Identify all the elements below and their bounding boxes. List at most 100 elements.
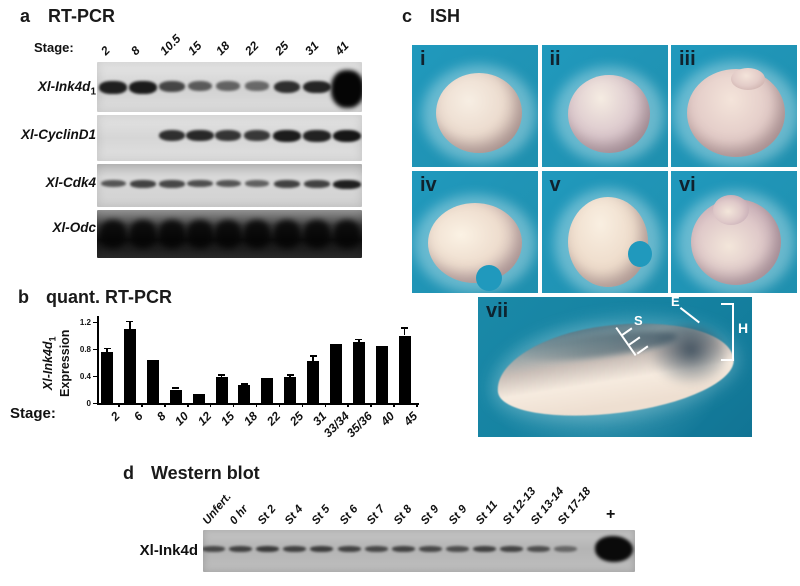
- error-bar-cap: [401, 327, 409, 329]
- head-bracket: [721, 303, 734, 361]
- gel-blot-row: [97, 210, 362, 258]
- gel-band: [273, 130, 301, 142]
- gel-stage-label: 18: [213, 38, 233, 58]
- gel-band: [129, 81, 157, 94]
- x-axis-tick: [370, 403, 372, 407]
- gel-row-label: Xl-Cdk4: [0, 175, 96, 190]
- panel-c-title: ISH: [430, 6, 461, 26]
- y-axis-tick-label: 0.8: [79, 345, 91, 354]
- western-band: [203, 546, 225, 552]
- western-lane-label: St 9: [419, 503, 442, 527]
- gel-band: [243, 130, 271, 141]
- gel-band: [333, 130, 361, 142]
- panel-c-header: c ISH: [402, 6, 460, 27]
- tile-label-iii: iii: [679, 48, 696, 70]
- panel-a-title: RT-PCR: [48, 6, 115, 26]
- embryo-bump: [731, 68, 765, 91]
- gel-band: [187, 180, 213, 188]
- y-axis-tick-label: 1.2: [79, 318, 91, 327]
- error-bar-cap: [126, 320, 134, 323]
- gel-smear-lane: [187, 220, 213, 248]
- y-label-gene: Xl-Ink4d: [40, 341, 55, 391]
- ish-embryo-image-vii: vii S E H: [478, 297, 752, 437]
- embryo-notch: [476, 264, 502, 291]
- bar: [284, 377, 297, 403]
- gel-stage-label: 15: [185, 38, 205, 58]
- y-axis-tick-label: 0.4: [79, 372, 91, 381]
- x-axis-tick: [164, 403, 166, 407]
- ish-embryo-image-ii: ii: [541, 45, 668, 167]
- error-bar-line: [312, 355, 314, 362]
- western-band: [310, 546, 334, 552]
- stage-tick-label: 2: [108, 409, 123, 424]
- gel-band: [215, 81, 241, 91]
- panel-a-stage-label: Stage:: [34, 40, 74, 55]
- gel-row-label: Xl-Ink4d1: [0, 79, 96, 98]
- ish-embryo-image-iv: iv: [412, 170, 538, 293]
- head-label: H: [738, 320, 749, 336]
- western-lane-label: St 4: [282, 503, 306, 527]
- x-axis-tick: [324, 403, 326, 407]
- western-lane-label: St 6: [337, 503, 361, 527]
- y-axis-tick: [93, 403, 97, 405]
- gel-band: [159, 81, 185, 93]
- gel-row-label: Xl-CyclinD1: [0, 127, 96, 142]
- gel-smear-lane: [244, 220, 270, 248]
- western-band: [418, 546, 442, 552]
- tile-label-ii: ii: [549, 48, 561, 70]
- panel-d-title: Western blot: [151, 463, 260, 483]
- gel-row-gene-name: Xl-Cdk4: [45, 175, 96, 190]
- western-lane-label: Unfert.: [200, 490, 234, 527]
- western-band: [391, 546, 415, 552]
- error-bar-cap: [218, 373, 225, 376]
- x-axis-tick: [393, 403, 395, 407]
- gel-stage-label: 10.5: [157, 31, 184, 58]
- stage-tick-label: 35/36: [343, 409, 375, 441]
- gel-band: [304, 180, 330, 188]
- y-axis-line: [97, 316, 99, 404]
- x-axis-tick: [278, 403, 281, 407]
- gel-smear-lane: [100, 220, 126, 248]
- gel-smear-lane: [215, 220, 241, 248]
- western-lane-label: St 9: [446, 503, 470, 527]
- panel-b-stage-label: Stage:: [10, 405, 56, 422]
- stage-tick-label: 40: [378, 409, 398, 429]
- gel-stage-label: 8: [128, 43, 143, 58]
- gel-stage-label: 2: [98, 43, 113, 58]
- stage-tick-label: 22: [263, 409, 284, 429]
- panel-d-tag: d: [123, 463, 134, 483]
- positive-control-label: +: [606, 506, 616, 523]
- tile-label-v: v: [549, 173, 561, 196]
- western-band: [283, 546, 307, 552]
- gel-band: [159, 180, 185, 188]
- gel-stage-label: 25: [272, 38, 292, 58]
- bar: [352, 342, 365, 403]
- gel-band: [214, 130, 242, 141]
- y-label-sub: 1: [47, 336, 58, 342]
- gel-smear-lane: [130, 220, 156, 248]
- bar: [192, 393, 205, 403]
- embryo-notch: [627, 240, 652, 267]
- gel-band: [187, 81, 213, 92]
- error-bar-cap: [103, 347, 111, 350]
- tile-label-i: i: [420, 48, 426, 70]
- x-axis-tick: [255, 403, 258, 407]
- gel-band: [303, 130, 331, 142]
- stage-tick-label: 45: [401, 409, 421, 429]
- gel-band: [158, 130, 186, 142]
- panel-c-tag: c: [402, 6, 413, 26]
- tile-label-vii: vii: [486, 300, 509, 322]
- gel-smear-lane: [304, 220, 330, 248]
- western-band: [473, 546, 496, 552]
- y-axis-tick-label: 0: [86, 399, 91, 408]
- bar: [398, 335, 411, 403]
- western-lane-label: St 7: [364, 503, 388, 527]
- stage-tick-label: 18: [240, 409, 261, 429]
- embryo-bump: [713, 195, 749, 226]
- embryo-body: [436, 73, 522, 153]
- gel-smear-lane: [274, 220, 300, 248]
- x-axis-line: [97, 403, 419, 405]
- panel-b-tag: b: [18, 287, 29, 307]
- error-bar-cap: [172, 387, 180, 390]
